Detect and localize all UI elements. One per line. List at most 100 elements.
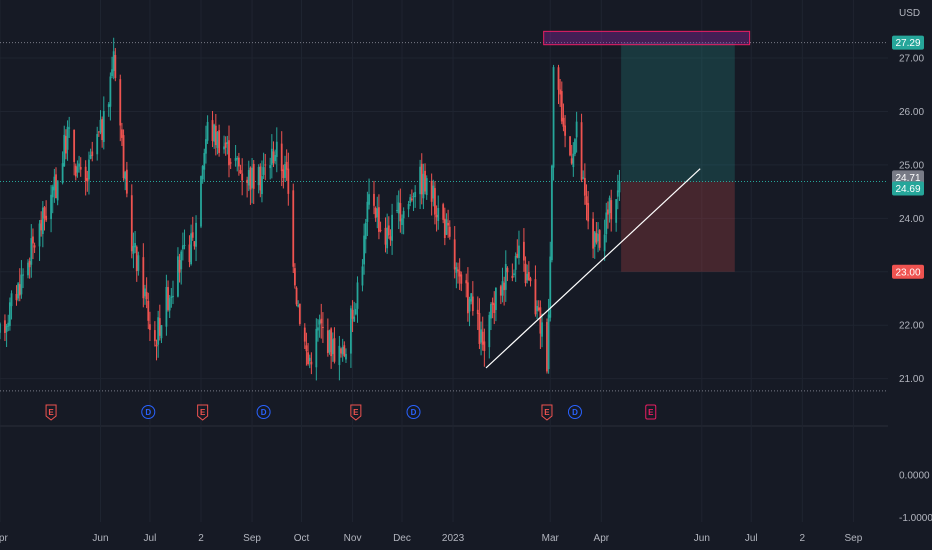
candle[interactable]: [32, 228, 34, 260]
candle[interactable]: [513, 269, 515, 278]
candle[interactable]: [20, 260, 23, 299]
candle[interactable]: [307, 342, 309, 366]
candle[interactable]: [564, 115, 566, 148]
candle[interactable]: [275, 127, 278, 173]
candle[interactable]: [195, 215, 197, 262]
candle[interactable]: [168, 295, 171, 319]
candle[interactable]: [88, 151, 90, 195]
candle[interactable]: [434, 181, 436, 225]
candle[interactable]: [89, 148, 92, 160]
candle[interactable]: [284, 155, 286, 182]
candle[interactable]: [575, 111, 578, 153]
candle[interactable]: [61, 151, 64, 185]
candle[interactable]: [516, 239, 519, 259]
candle[interactable]: [308, 354, 311, 369]
candle[interactable]: [15, 285, 18, 306]
candle[interactable]: [214, 113, 217, 156]
candle[interactable]: [527, 261, 530, 281]
candle[interactable]: [552, 64, 555, 181]
candle[interactable]: [506, 266, 509, 282]
candle[interactable]: [608, 195, 611, 223]
candle[interactable]: [134, 230, 136, 254]
candle[interactable]: [457, 262, 459, 284]
candle[interactable]: [494, 287, 497, 322]
candle[interactable]: [188, 235, 191, 268]
candle[interactable]: [295, 286, 298, 307]
candle[interactable]: [410, 189, 413, 202]
candle[interactable]: [442, 202, 445, 224]
candle[interactable]: [447, 209, 450, 238]
candle[interactable]: [257, 164, 260, 194]
candle[interactable]: [247, 160, 250, 192]
candle[interactable]: [402, 207, 405, 235]
candle[interactable]: [560, 81, 563, 125]
candle[interactable]: [155, 339, 158, 361]
candle[interactable]: [468, 296, 471, 327]
candle[interactable]: [425, 175, 428, 200]
candle[interactable]: [368, 178, 370, 210]
candle[interactable]: [119, 74, 122, 142]
candle[interactable]: [303, 323, 306, 349]
candle[interactable]: [419, 159, 422, 210]
candle[interactable]: [536, 300, 538, 320]
candle[interactable]: [322, 312, 324, 343]
candle[interactable]: [350, 305, 352, 368]
candle[interactable]: [112, 37, 115, 80]
candle[interactable]: [361, 259, 364, 292]
candle[interactable]: [102, 96, 105, 150]
candle[interactable]: [137, 251, 140, 276]
loss-zone[interactable]: [621, 181, 735, 272]
candle[interactable]: [315, 318, 318, 381]
candle[interactable]: [292, 183, 295, 274]
position-tool[interactable]: [621, 42, 735, 272]
candle[interactable]: [7, 314, 10, 332]
candle[interactable]: [318, 314, 321, 338]
candle[interactable]: [529, 276, 532, 287]
candle[interactable]: [5, 323, 8, 348]
candle[interactable]: [211, 111, 214, 148]
candle[interactable]: [338, 335, 341, 381]
candle[interactable]: [74, 163, 77, 181]
candle[interactable]: [73, 129, 76, 176]
candle[interactable]: [63, 125, 66, 167]
candle[interactable]: [40, 211, 43, 237]
candle[interactable]: [239, 164, 242, 174]
candle[interactable]: [547, 298, 550, 374]
candle[interactable]: [158, 304, 161, 341]
candle[interactable]: [97, 131, 100, 137]
candle[interactable]: [228, 125, 230, 178]
candle[interactable]: [251, 158, 253, 204]
candle[interactable]: [272, 141, 275, 168]
candle[interactable]: [33, 242, 36, 254]
candle[interactable]: [22, 268, 24, 289]
candle[interactable]: [526, 264, 529, 284]
candle[interactable]: [435, 205, 438, 232]
candle[interactable]: [91, 141, 94, 162]
candle[interactable]: [363, 223, 365, 275]
candle[interactable]: [605, 202, 608, 243]
candle[interactable]: [8, 297, 11, 331]
candle[interactable]: [490, 302, 492, 331]
candle[interactable]: [274, 149, 277, 165]
candle[interactable]: [68, 116, 71, 138]
candle[interactable]: [111, 56, 113, 79]
candle[interactable]: [399, 188, 402, 233]
candle[interactable]: [541, 313, 543, 348]
candle[interactable]: [237, 152, 240, 176]
candle[interactable]: [64, 129, 67, 160]
candle[interactable]: [499, 284, 502, 305]
candle[interactable]: [420, 153, 423, 205]
candle[interactable]: [41, 201, 44, 248]
candle[interactable]: [481, 316, 484, 351]
candle[interactable]: [557, 64, 560, 105]
candle[interactable]: [183, 229, 186, 250]
candle[interactable]: [170, 287, 173, 308]
candle[interactable]: [294, 263, 296, 289]
candle[interactable]: [180, 249, 183, 285]
candle[interactable]: [310, 352, 313, 375]
candle[interactable]: [249, 166, 252, 205]
candle[interactable]: [76, 160, 79, 178]
